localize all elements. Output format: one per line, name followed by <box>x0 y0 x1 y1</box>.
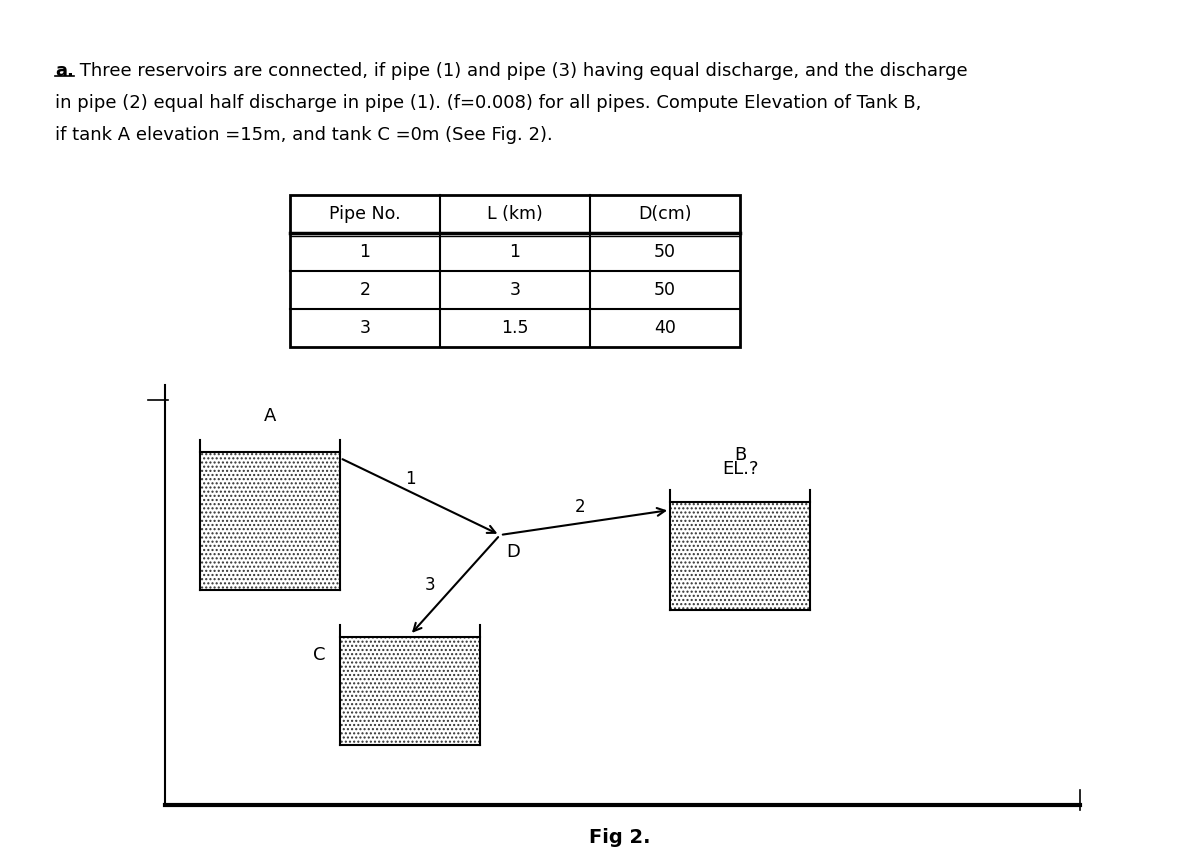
Text: D: D <box>506 543 520 561</box>
Text: D(cm): D(cm) <box>638 205 691 223</box>
Bar <box>670 502 810 610</box>
Text: C: C <box>312 646 325 664</box>
Text: 3: 3 <box>360 319 371 337</box>
Text: in pipe (2) equal half discharge in pipe (1). (f=0.008) for all pipes. Compute E: in pipe (2) equal half discharge in pipe… <box>55 94 922 112</box>
Text: 50: 50 <box>654 281 676 299</box>
Text: 1: 1 <box>360 243 371 261</box>
Text: 3: 3 <box>425 576 436 594</box>
Text: a.: a. <box>55 62 74 80</box>
Text: 1: 1 <box>510 243 521 261</box>
Text: 2: 2 <box>575 498 586 516</box>
Text: L (km): L (km) <box>487 205 542 223</box>
Text: 1.5: 1.5 <box>502 319 529 337</box>
Bar <box>340 637 480 745</box>
Text: A: A <box>264 407 276 425</box>
Text: 2: 2 <box>360 281 371 299</box>
Text: if tank A elevation =15m, and tank C =0m (See Fig. 2).: if tank A elevation =15m, and tank C =0m… <box>55 126 553 144</box>
Text: B: B <box>734 446 746 464</box>
Text: 50: 50 <box>654 243 676 261</box>
Text: 40: 40 <box>654 319 676 337</box>
Text: Pipe No.: Pipe No. <box>329 205 401 223</box>
Text: 1: 1 <box>404 470 415 488</box>
Text: Fig 2.: Fig 2. <box>589 828 650 847</box>
Text: 3: 3 <box>510 281 521 299</box>
Bar <box>290 195 740 347</box>
Text: EL.?: EL.? <box>721 460 758 478</box>
Bar <box>200 452 340 590</box>
Text: Three reservoirs are connected, if pipe (1) and pipe (3) having equal discharge,: Three reservoirs are connected, if pipe … <box>74 62 967 80</box>
